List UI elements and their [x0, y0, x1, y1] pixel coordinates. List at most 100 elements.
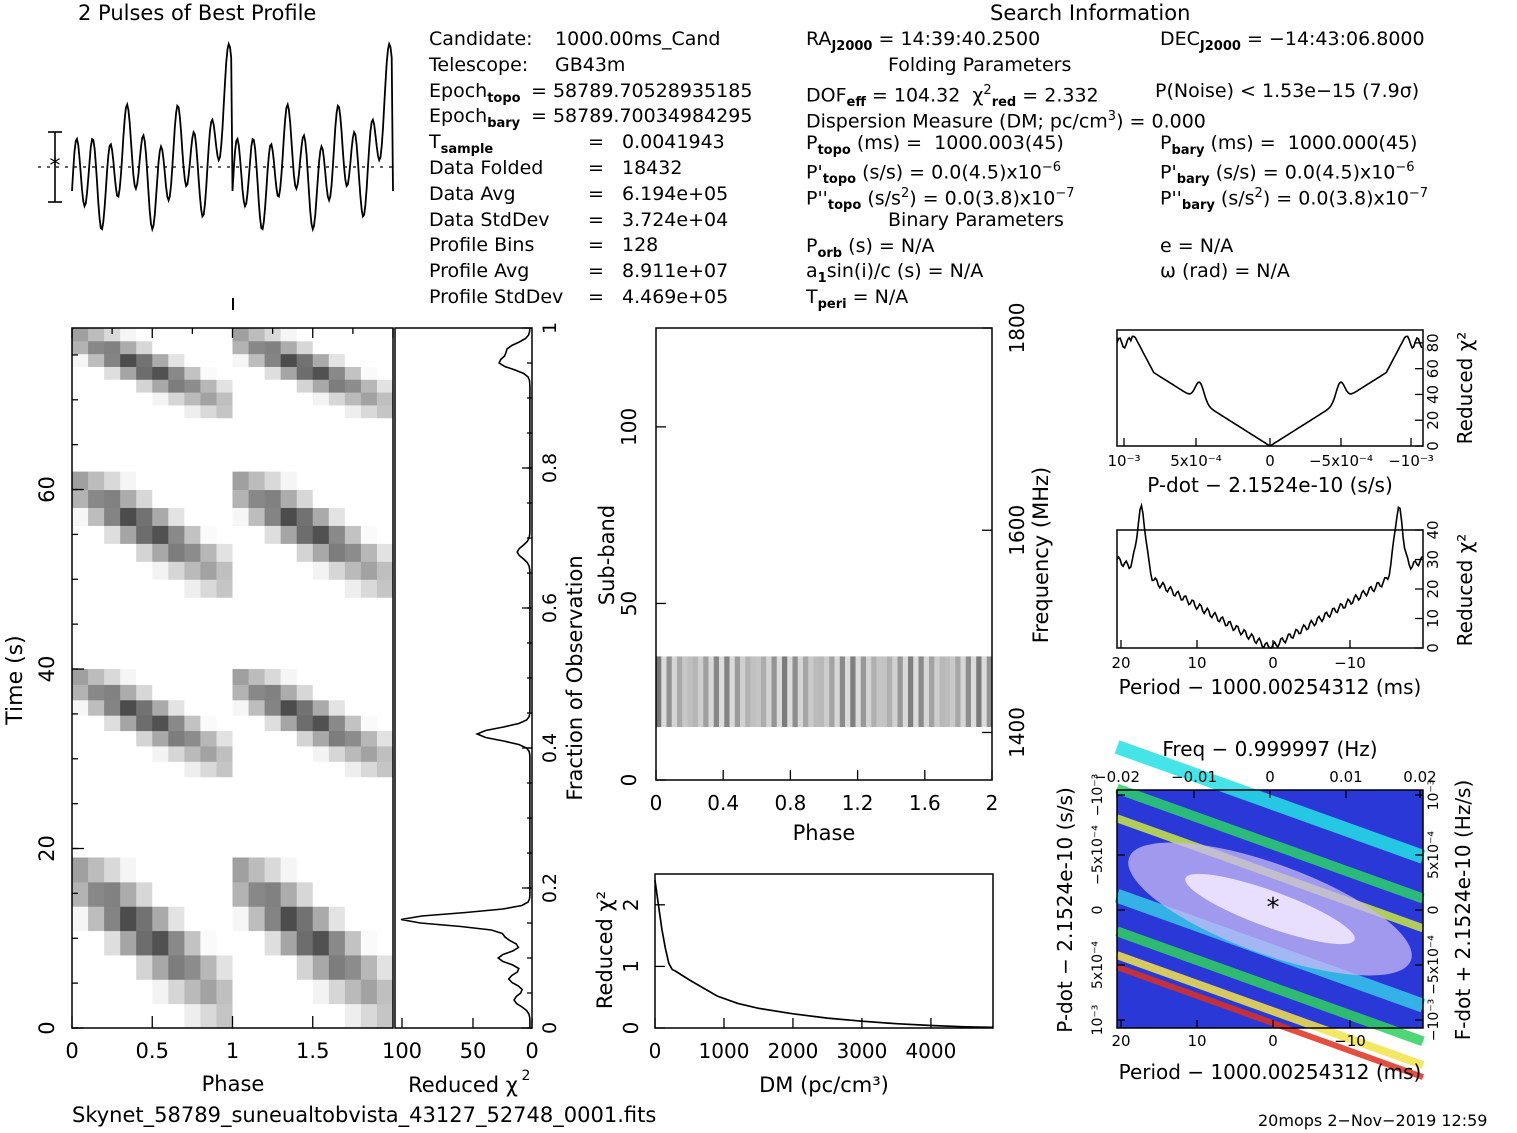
heat-cell [200, 684, 217, 701]
heat-cell [104, 715, 121, 732]
info-equals: = [588, 286, 604, 308]
heat-cell [168, 561, 185, 580]
info-label: Telescope: [429, 53, 529, 76]
heat-cell [104, 543, 121, 562]
y2-axis-label: F-dot + 2.1524e-10 (Hz/s) [1451, 780, 1475, 1041]
heat-cell [360, 366, 378, 380]
heat-cell [168, 906, 185, 932]
heat-cell [248, 379, 266, 393]
tick-label: 1.2 [842, 791, 874, 815]
heat-cell [328, 684, 346, 701]
heat-cell [72, 379, 89, 393]
heat-cell [104, 745, 121, 762]
subband-stripe [845, 656, 851, 728]
heat-cell [72, 979, 89, 1005]
tick-label: 1400 [1005, 707, 1029, 758]
heat-cell [168, 930, 185, 956]
heat-cell [120, 543, 137, 562]
heat-cell [344, 507, 362, 526]
heat-cell [376, 979, 394, 1005]
heat-cell [312, 715, 330, 732]
heat-cell [120, 379, 137, 393]
heat-cell [152, 489, 169, 508]
subband-stripe [981, 656, 988, 728]
heat-cell [344, 669, 362, 685]
heat-cell [72, 507, 89, 526]
tick-label: 20 [1424, 411, 1442, 430]
tick-label: 1.5 [296, 1039, 329, 1063]
heat-cell [152, 669, 169, 685]
pdot-curve-plot: 10⁻³ 5x10⁻⁴ 0 −5x10⁻⁴ −10⁻³ P-dot − 2.1524e-1… [1107, 329, 1477, 497]
subband-stripe [986, 656, 993, 728]
heat-cell [200, 366, 217, 380]
heat-cell [152, 366, 169, 380]
heat-cell [264, 379, 282, 393]
heat-cell [328, 979, 346, 1005]
heat-cell [232, 507, 250, 526]
heat-cell [344, 379, 362, 393]
y-axis-label: P-dot − 2.1524e-10 (s/s) [1053, 787, 1077, 1033]
error-bar-marker: * [50, 154, 61, 179]
tick-label: 4000 [905, 1039, 956, 1063]
heat-cell [280, 507, 298, 526]
x-axis-label-sup: 2 [522, 1068, 531, 1084]
heat-cell [248, 353, 266, 367]
heat-cell [216, 684, 233, 701]
heat-cell [376, 404, 394, 419]
tick-label: 2 [986, 791, 999, 815]
heat-cell [184, 471, 201, 491]
heat-cell [152, 561, 169, 580]
tick-label: 40 [1424, 385, 1442, 404]
heat-cell [216, 543, 233, 562]
tick-label: 0 [619, 1022, 643, 1035]
heat-cell [296, 745, 314, 762]
heat-cell [360, 715, 378, 732]
tick-label: 1 [539, 322, 561, 334]
heat-cell [264, 979, 282, 1005]
heat-cell [184, 745, 201, 762]
heat-cell [280, 881, 298, 907]
info-label: Data Avg [429, 182, 516, 205]
heat-cell [152, 699, 169, 716]
subband-frame [655, 327, 993, 781]
heat-cell [296, 366, 314, 380]
heat-cell [328, 392, 346, 406]
heat-cell [216, 489, 233, 508]
heat-cell [280, 366, 298, 380]
heat-cell [344, 730, 362, 747]
heat-cell [104, 379, 121, 393]
subband-stripe [771, 656, 778, 728]
heat-cell [360, 1003, 378, 1029]
heat-cell [296, 507, 314, 526]
pddbary-value: P''bary (s/s2) = 0.0(3.8)x10−7 [1160, 186, 1429, 214]
footer-stamp: 20mops 2−Nov−2019 12:59 [1258, 1111, 1488, 1130]
heat-cell [360, 669, 378, 685]
heat-cell [184, 906, 201, 932]
heat-cell [280, 979, 298, 1005]
heat-cell [232, 881, 250, 907]
subband-stripe [666, 656, 673, 728]
subband-stripe [677, 656, 683, 728]
tick-label: 100 [382, 1039, 422, 1063]
heat-cell [72, 525, 89, 544]
x-axis-label: P-dot − 2.1524e-10 (s/s) [1147, 473, 1393, 497]
x-axis-label: Period − 1000.00254312 (ms) [1119, 675, 1422, 699]
subband-stripe [876, 656, 883, 728]
heat-cell [344, 353, 362, 367]
heat-cell [152, 340, 169, 355]
tick-label: 40 [1424, 520, 1442, 539]
heat-cell [184, 699, 201, 716]
heat-cell [264, 761, 282, 778]
heat-cell [312, 930, 330, 956]
heat-cell [376, 353, 394, 367]
heat-cell [152, 579, 169, 598]
heat-cell [232, 379, 250, 393]
heat-cell [216, 353, 233, 367]
heat-cell [328, 353, 346, 367]
heat-cell [136, 543, 153, 562]
heat-cell [344, 906, 362, 932]
tick-label: 30 [1424, 550, 1442, 569]
ra-value: RAJ2000 = 14:39:40.2500 [806, 28, 1041, 54]
subband-stripe [671, 656, 678, 728]
subband-stripe [929, 656, 935, 728]
